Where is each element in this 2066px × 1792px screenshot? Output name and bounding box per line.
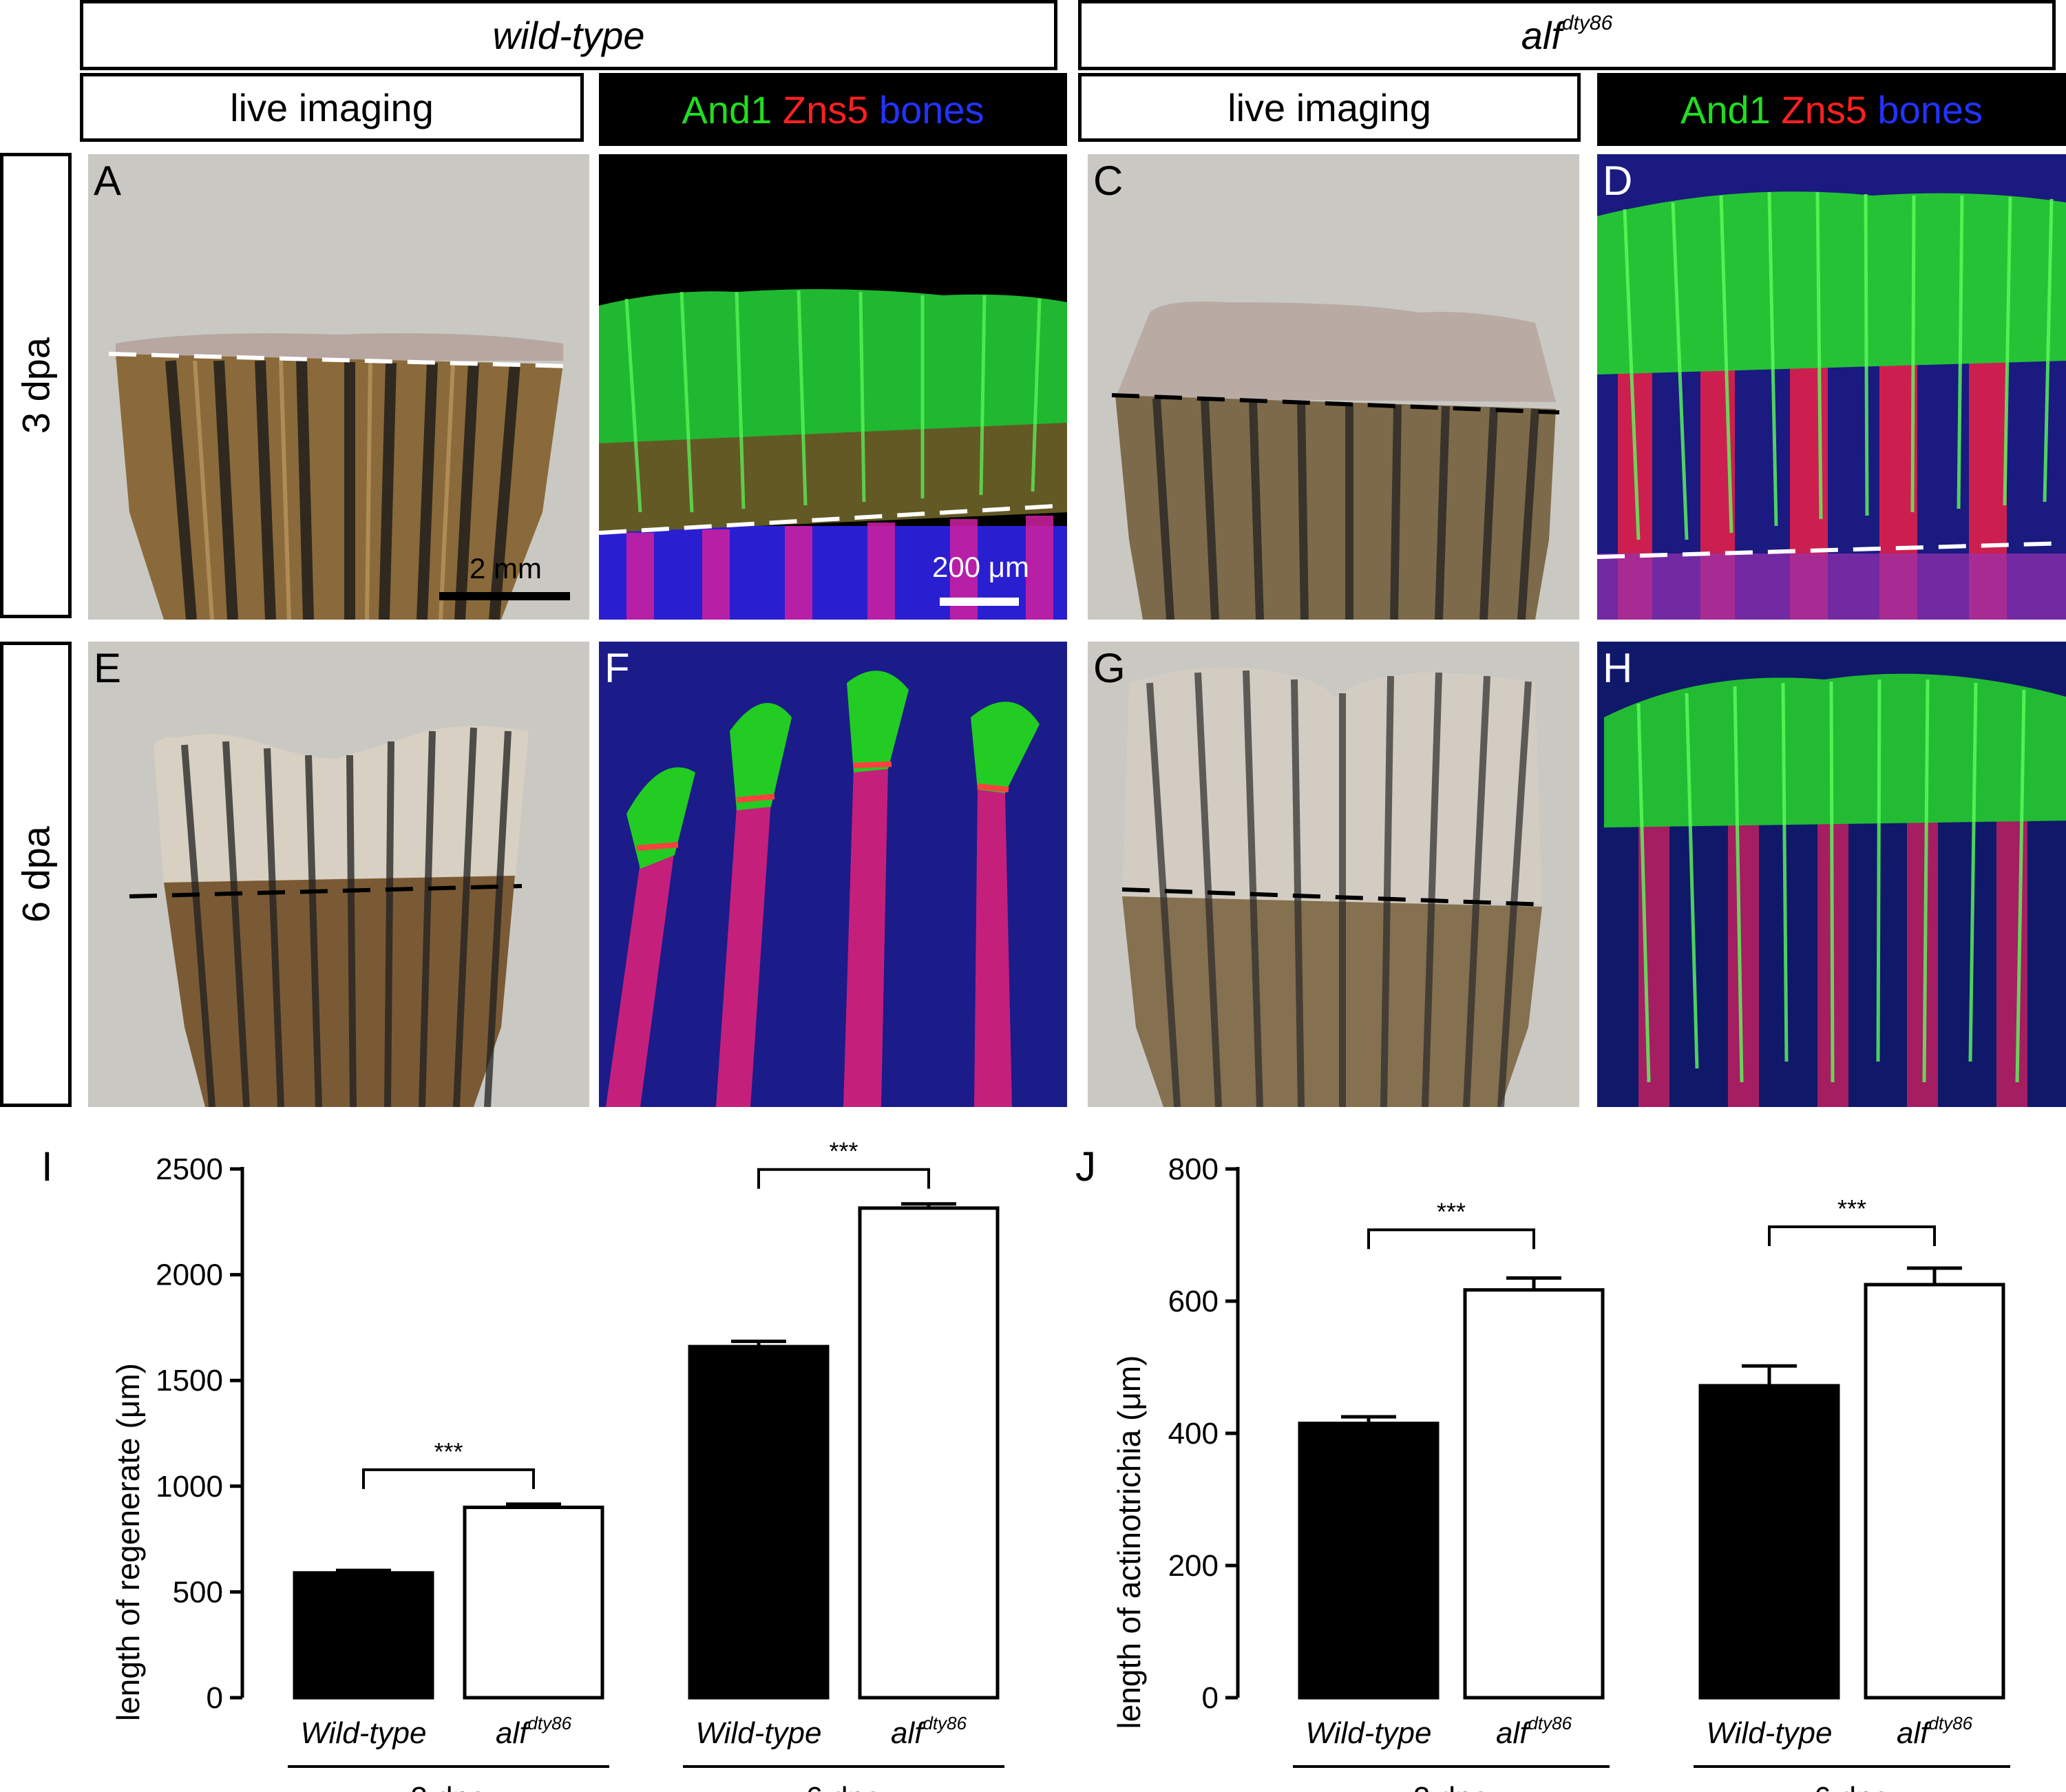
fin-image-c bbox=[1111, 302, 1560, 620]
panel-label-c: C bbox=[1093, 158, 1124, 204]
fin-image-a bbox=[108, 333, 571, 620]
significance-label-0: *** bbox=[1437, 1197, 1466, 1225]
row-label-6dpa: 6 dpa bbox=[0, 642, 72, 1107]
chart-label-j: J bbox=[1075, 1143, 1096, 1190]
panel-e-image: E bbox=[88, 642, 589, 1107]
y-tick-label: 0 bbox=[1202, 1681, 1219, 1715]
significance-bracket-0 bbox=[1367, 1228, 1535, 1250]
category-label-0: Wild-type bbox=[301, 1716, 427, 1750]
genotype-mut-label: alfdty86 bbox=[1521, 11, 1613, 57]
bar-0 bbox=[293, 1571, 434, 1700]
chart-i-svg: 0 500 1000 1500 2000 2500 *** *** Wild-type alfdt… bbox=[156, 1137, 1004, 1792]
live-imaging-label: live imaging bbox=[1227, 85, 1431, 129]
category-label-3: alfdty86 bbox=[891, 1713, 967, 1750]
category-label-0: Wild-type bbox=[1306, 1716, 1432, 1750]
panel-c-image: C bbox=[1088, 154, 1579, 620]
confocal-image-d bbox=[1597, 154, 2066, 620]
genotype-wt-label: wild-type bbox=[492, 13, 645, 57]
y-tick-label: 2000 bbox=[156, 1258, 223, 1292]
panel-b-image: B 200 μm bbox=[599, 154, 1067, 620]
y-tick-label: 600 bbox=[1168, 1285, 1219, 1318]
panel-a-image: A 2 mm bbox=[88, 154, 589, 620]
header-stain-mut: And1 Zns5 bones bbox=[1597, 73, 2066, 146]
significance-bracket-0 bbox=[362, 1468, 535, 1489]
bar-2 bbox=[1698, 1384, 1840, 1700]
y-tick-label: 0 bbox=[207, 1681, 223, 1715]
fin-image-e bbox=[129, 726, 529, 1107]
bar-1 bbox=[463, 1506, 604, 1700]
category-label-1: alfdty86 bbox=[1496, 1713, 1572, 1750]
live-imaging-label: live imaging bbox=[230, 85, 434, 129]
stain-legend-mut: And1 Zns5 bones bbox=[1680, 87, 1983, 131]
group-label-1: 6 dpa bbox=[805, 1781, 882, 1792]
category-label-2: Wild-type bbox=[1707, 1716, 1833, 1750]
group-label-1: 6 dpa bbox=[1814, 1781, 1890, 1792]
panel-h-image: H bbox=[1597, 642, 2066, 1107]
row-label-3dpa: 3 dpa bbox=[0, 153, 72, 618]
significance-label-1: *** bbox=[829, 1137, 858, 1166]
significance-bracket-1 bbox=[757, 1168, 930, 1189]
panel-f-image: F bbox=[599, 642, 1067, 1107]
panel-label-e: E bbox=[94, 645, 122, 691]
y-tick-label: 400 bbox=[1168, 1417, 1219, 1451]
bar-0 bbox=[1298, 1422, 1440, 1700]
confocal-image-f bbox=[599, 642, 1067, 1107]
confocal-image-b bbox=[599, 289, 1067, 620]
panel-label-a: A bbox=[94, 158, 122, 204]
panel-label-f: F bbox=[604, 645, 630, 691]
confocal-image-h bbox=[1597, 642, 2066, 1107]
panel-label-b: B bbox=[604, 158, 633, 204]
bar-3 bbox=[1864, 1283, 2005, 1700]
y-tick-label: 2500 bbox=[156, 1152, 223, 1186]
bar-2 bbox=[688, 1345, 830, 1700]
category-label-3: alfdty86 bbox=[1897, 1713, 1973, 1750]
y-tick-label: 1500 bbox=[156, 1364, 223, 1398]
header-stain-wt: And1 Zns5 bones bbox=[599, 73, 1067, 146]
y-tick-label: 500 bbox=[173, 1575, 223, 1609]
panel-g-image: G bbox=[1088, 642, 1579, 1107]
panel-label-h: H bbox=[1603, 645, 1633, 691]
header-alf-mutant: alfdty86 bbox=[1078, 0, 2056, 70]
group-label-0: 3 dpa bbox=[1413, 1781, 1490, 1792]
category-label-2: Wild-type bbox=[696, 1716, 822, 1750]
stain-legend-wt: And1 Zns5 bones bbox=[682, 87, 984, 131]
panel-d-image: D bbox=[1597, 154, 2066, 620]
significance-label-0: *** bbox=[434, 1437, 463, 1466]
category-label-1: alfdty86 bbox=[496, 1713, 572, 1750]
bar-1 bbox=[1463, 1288, 1605, 1700]
scalebar-label-confocal: 200 μm bbox=[932, 551, 1029, 583]
y-tick-label: 1000 bbox=[156, 1470, 223, 1504]
scalebar-label-live: 2 mm bbox=[470, 552, 542, 584]
y-tick-label: 800 bbox=[1168, 1152, 1219, 1186]
significance-label-1: *** bbox=[1837, 1194, 1866, 1223]
bar-3 bbox=[858, 1206, 1000, 1700]
chart-i: 0 500 1000 1500 2000 2500 *** *** Wild-type alfdt… bbox=[156, 1137, 1004, 1792]
group-label-0: 3 dpa bbox=[410, 1781, 487, 1792]
panel-label-g: G bbox=[1093, 645, 1126, 691]
header-live-imaging-mut: live imaging bbox=[1078, 73, 1581, 142]
y-tick-label: 200 bbox=[1168, 1549, 1219, 1583]
significance-bracket-1 bbox=[1768, 1225, 1936, 1246]
header-wild-type: wild-type bbox=[80, 0, 1057, 70]
chart-label-i: I bbox=[41, 1143, 53, 1190]
panel-label-d: D bbox=[1603, 158, 1633, 204]
header-live-imaging-wt: live imaging bbox=[80, 73, 584, 142]
fin-image-g bbox=[1121, 667, 1546, 1107]
